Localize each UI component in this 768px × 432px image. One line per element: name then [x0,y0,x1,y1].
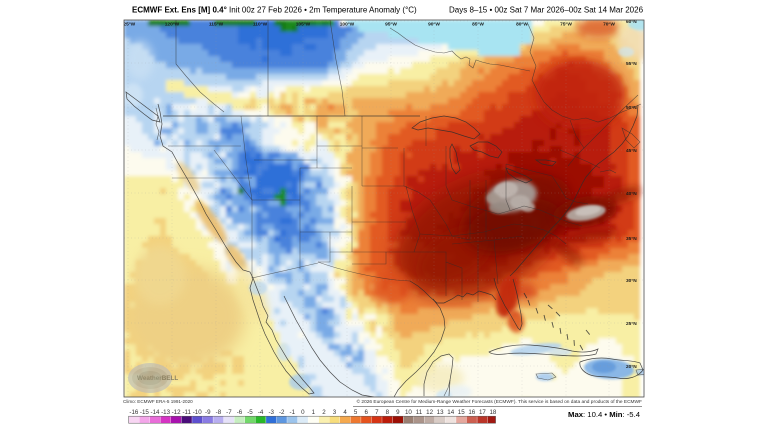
svg-text:80°W: 80°W [516,22,528,28]
svg-text:45°N: 45°N [626,148,637,154]
svg-text:-13: -13 [161,409,171,416]
svg-text:90°W: 90°W [428,22,440,28]
svg-text:1: 1 [312,409,316,416]
svg-text:105°W: 105°W [296,22,311,28]
svg-text:-10: -10 [193,409,203,416]
svg-text:8: 8 [386,409,390,416]
svg-text:4: 4 [343,409,347,416]
svg-text:Climo: ECMWF ERA-5 1991-2020: Climo: ECMWF ERA-5 1991-2020 [123,399,193,404]
svg-text:0: 0 [301,409,305,416]
svg-text:125°W: 125°W [121,22,136,28]
svg-text:30°N: 30°N [626,278,637,284]
svg-text:55°N: 55°N [626,61,637,67]
svg-text:50°N: 50°N [626,105,637,111]
svg-text:-7: -7 [226,409,232,416]
svg-text:-14: -14 [151,409,161,416]
svg-text:60°N: 60°N [626,19,637,25]
svg-text:15: 15 [458,409,465,416]
svg-text:-3: -3 [268,409,274,416]
svg-text:85°W: 85°W [472,22,484,28]
svg-text:14: 14 [447,409,454,416]
svg-text:11: 11 [416,409,423,416]
svg-text:70°W: 70°W [603,22,615,28]
svg-text:9: 9 [396,409,400,416]
svg-text:16: 16 [468,409,475,416]
svg-text:6: 6 [364,409,368,416]
svg-text:-4: -4 [258,409,264,416]
svg-text:100°W: 100°W [340,22,355,28]
svg-text:© 2026 European Centre for Med: © 2026 European Centre for Medium-Range … [357,398,642,405]
svg-text:WeatherBELL: WeatherBELL [137,375,178,382]
svg-text:25°N: 25°N [626,321,637,327]
svg-text:-5: -5 [247,409,253,416]
svg-text:-11: -11 [182,409,191,416]
svg-text:17: 17 [479,409,486,416]
svg-text:-16: -16 [129,409,139,416]
svg-text:-12: -12 [172,409,182,416]
svg-text:13: 13 [437,409,444,416]
svg-text:75°W: 75°W [560,22,572,28]
svg-text:110°W: 110°W [253,22,268,28]
svg-text:3: 3 [333,409,337,416]
svg-text:18: 18 [489,409,496,416]
svg-text:Days 8–15 • 00z Sat 7 Mar 2026: Days 8–15 • 00z Sat 7 Mar 2026–00z Sat 1… [449,5,644,14]
svg-text:-8: -8 [216,409,222,416]
svg-text:Max: 10.4 • Min: -5.4: Max: 10.4 • Min: -5.4 [568,410,641,419]
svg-text:20°N: 20°N [626,364,637,370]
svg-text:ECMWF Ext. Ens [M] 0.4° Init: ECMWF Ext. Ens [M] 0.4° Init 00z 27 Feb … [132,5,417,14]
svg-text:-9: -9 [205,409,211,416]
svg-text:-1: -1 [290,409,296,416]
svg-text:12: 12 [426,409,433,416]
svg-text:40°N: 40°N [626,191,637,197]
svg-text:115°W: 115°W [209,22,224,28]
svg-text:2: 2 [322,409,326,416]
svg-text:7: 7 [375,409,379,416]
svg-text:10: 10 [405,409,412,416]
svg-text:5: 5 [354,409,358,416]
svg-text:120°W: 120°W [165,22,180,28]
svg-text:-2: -2 [279,409,285,416]
svg-text:95°W: 95°W [385,22,397,28]
svg-text:-6: -6 [237,409,243,416]
svg-text:35°N: 35°N [626,236,637,242]
svg-text:-15: -15 [140,409,150,416]
